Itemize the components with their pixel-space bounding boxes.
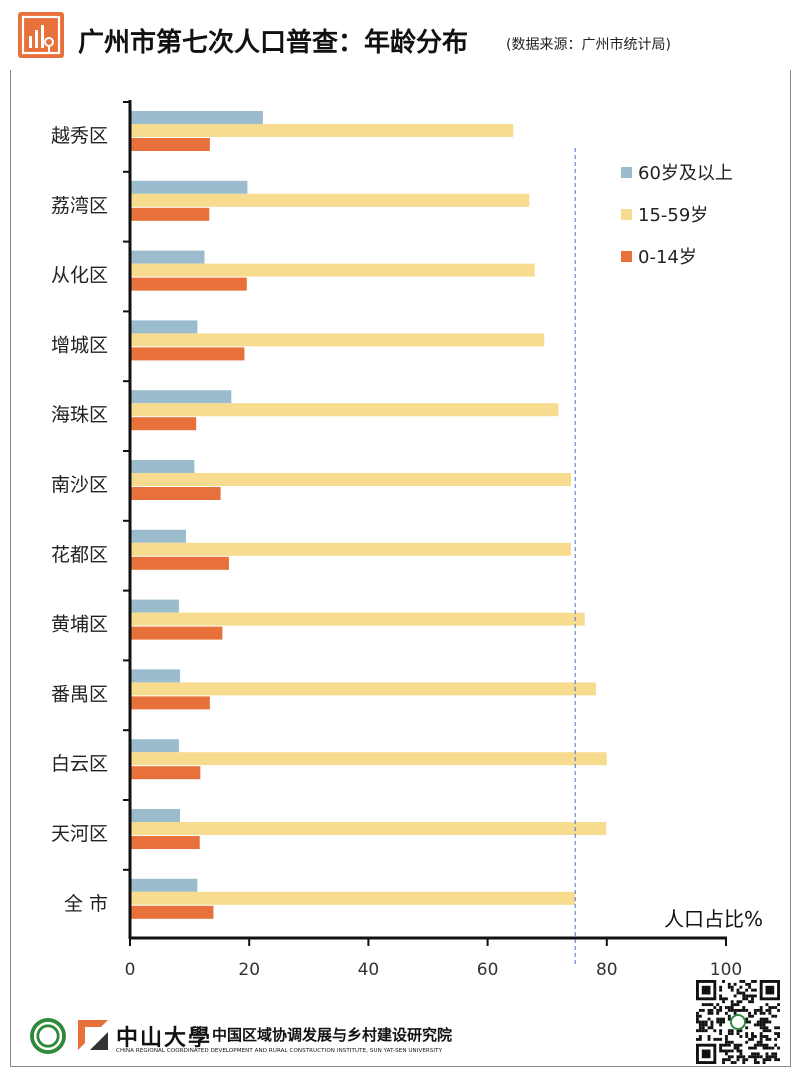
bar-1-2 <box>130 180 248 194</box>
category-label: 荔湾区 <box>51 195 108 217</box>
legend-swatch-2 <box>621 209 632 220</box>
category-label: 全 市 <box>64 893 108 915</box>
x-axis-label: 人口占比% <box>664 907 763 931</box>
bar-3-4 <box>130 347 245 361</box>
bar-1-10 <box>130 739 179 753</box>
bar-3-5 <box>130 417 197 431</box>
bar-2-3 <box>130 263 535 277</box>
bar-1-6 <box>130 460 195 473</box>
page-title: 广州市第七次人口普查：年龄分布 <box>78 28 469 58</box>
bar-2-10 <box>130 752 607 766</box>
category-label: 番禺区 <box>51 683 108 705</box>
bar-3-12 <box>130 905 214 919</box>
header: 广州市第七次人口普查：年龄分布 (数据来源：广州市统计局) <box>0 0 801 70</box>
x-tick-label: 0 <box>125 960 136 980</box>
bar-2-7 <box>130 542 572 556</box>
bar-2-2 <box>130 193 530 207</box>
x-tick-label: 100 <box>710 960 742 980</box>
x-tick-label: 80 <box>596 960 618 980</box>
footer-organization: 中山大學 中国区域协调发展与乡村建设研究院 CHINA REGIONAL COO… <box>30 1016 500 1060</box>
institute-logo-icon <box>78 1020 108 1050</box>
bar-1-11 <box>130 809 181 822</box>
bar-3-7 <box>130 556 229 570</box>
category-label: 天河区 <box>51 823 108 845</box>
bar-2-4 <box>130 333 545 347</box>
bar-3-10 <box>130 766 201 780</box>
bar-1-12 <box>130 878 198 892</box>
x-tick-label: 40 <box>358 960 380 980</box>
legend-swatch-1 <box>621 167 632 178</box>
category-label: 南沙区 <box>51 474 108 496</box>
category-label: 海珠区 <box>51 404 108 426</box>
bar-2-1 <box>130 124 514 137</box>
category-label: 黄埔区 <box>51 614 108 636</box>
qr-code-icon[interactable] <box>694 980 782 1064</box>
x-tick-label: 60 <box>477 960 499 980</box>
bar-1-4 <box>130 320 198 334</box>
bar-2-11 <box>130 822 607 835</box>
bar-1-8 <box>130 599 179 613</box>
legend-label-1: 60岁及以上 <box>638 163 733 184</box>
bar-2-8 <box>130 612 585 626</box>
bar-3-6 <box>130 487 221 500</box>
bar-3-8 <box>130 626 223 640</box>
university-name: 中山大學 <box>116 1025 213 1051</box>
legend-label-3: 0-14岁 <box>638 247 697 268</box>
bar-2-6 <box>130 473 572 486</box>
qr-center-seal <box>730 1014 746 1030</box>
bar-3-2 <box>130 207 210 221</box>
bar-2-5 <box>130 403 559 417</box>
bar-1-1 <box>130 111 263 124</box>
bar-chart-icon <box>18 12 64 58</box>
legend-label-2: 15-59岁 <box>638 205 708 226</box>
data-source: (数据来源：广州市统计局) <box>506 37 671 53</box>
bar-1-3 <box>130 250 205 264</box>
institute-name: 中国区域协调发展与乡村建设研究院 <box>212 1026 453 1044</box>
bar-1-7 <box>130 529 187 543</box>
bar-3-3 <box>130 277 247 291</box>
bar-3-11 <box>130 836 200 849</box>
bar-2-9 <box>130 682 597 696</box>
category-label: 花都区 <box>51 544 108 566</box>
category-label: 白云区 <box>51 753 108 775</box>
bar-3-9 <box>130 696 210 710</box>
chart-frame <box>10 70 791 1067</box>
bar-3-1 <box>130 138 210 151</box>
institute-name-en: CHINA REGIONAL COORDINATED DEVELOPMENT A… <box>116 1048 443 1054</box>
bar-1-9 <box>130 669 181 683</box>
x-tick-label: 20 <box>238 960 260 980</box>
legend-swatch-3 <box>621 251 632 262</box>
category-label: 从化区 <box>51 265 108 287</box>
university-seal-icon <box>30 1018 66 1054</box>
category-label: 越秀区 <box>51 125 108 147</box>
category-label: 增城区 <box>51 334 108 356</box>
bar-2-12 <box>130 891 576 905</box>
bar-1-5 <box>130 390 232 404</box>
